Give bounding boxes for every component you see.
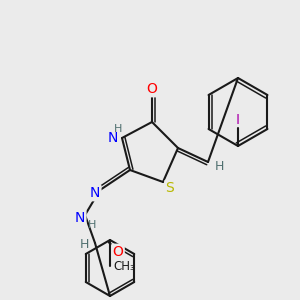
- Text: H: H: [88, 220, 96, 230]
- Text: N: N: [75, 211, 85, 225]
- Text: N: N: [90, 186, 100, 200]
- Text: N: N: [108, 131, 118, 145]
- Text: O: O: [147, 82, 158, 96]
- Text: H: H: [214, 160, 224, 173]
- Text: I: I: [236, 113, 240, 127]
- Text: O: O: [112, 245, 123, 259]
- Text: H: H: [79, 238, 89, 251]
- Text: H: H: [114, 124, 122, 134]
- Text: S: S: [166, 181, 174, 195]
- Text: CH₃: CH₃: [113, 260, 135, 272]
